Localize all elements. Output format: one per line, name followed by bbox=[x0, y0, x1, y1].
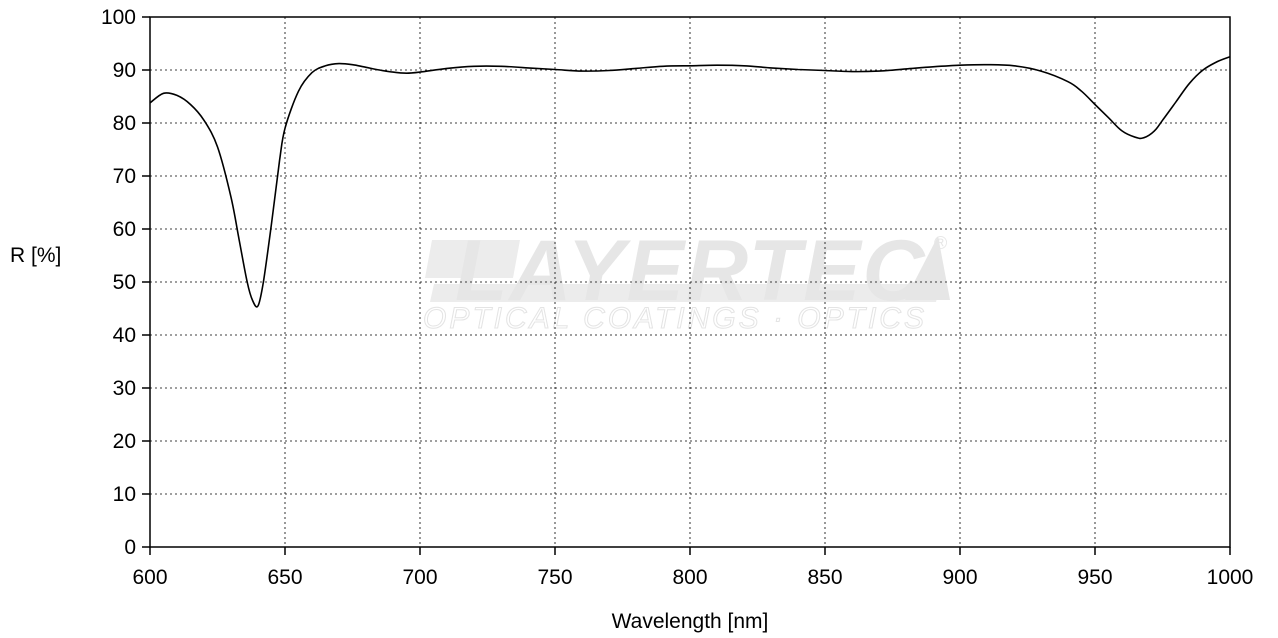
y-tick-label: 80 bbox=[113, 112, 136, 135]
watermark-triangle-logo bbox=[905, 236, 950, 300]
y-tick-label: 60 bbox=[113, 218, 136, 241]
y-axis-label: R [%] bbox=[10, 244, 61, 267]
watermark-stripe-2 bbox=[430, 284, 940, 302]
layertec-watermark: LAYERTEC ® OPTICAL COATINGS · OPTICS bbox=[423, 223, 950, 336]
x-tick-label: 950 bbox=[1077, 566, 1112, 589]
grid bbox=[150, 17, 1230, 547]
y-tick-label: 50 bbox=[113, 271, 136, 294]
y-tick-label: 30 bbox=[113, 377, 136, 400]
x-axis-label: Wavelength [nm] bbox=[612, 610, 769, 633]
y-tick-label: 90 bbox=[113, 59, 136, 82]
x-tick-labels: 600 650 700 750 800 850 900 950 1000 bbox=[132, 566, 1253, 589]
y-tick-label: 0 bbox=[124, 536, 136, 559]
y-tick-label: 100 bbox=[101, 6, 136, 29]
x-tick-label: 850 bbox=[807, 566, 842, 589]
x-tick-label: 700 bbox=[402, 566, 437, 589]
plot-frame bbox=[149, 16, 1231, 548]
y-tick-label: 70 bbox=[113, 165, 136, 188]
x-tick-label: 600 bbox=[132, 566, 167, 589]
y-tick-label: 10 bbox=[113, 483, 136, 506]
x-tick-label: 900 bbox=[942, 566, 977, 589]
y-tick-label: 20 bbox=[113, 430, 136, 453]
y-tick-labels: 0 10 20 30 40 50 60 70 80 90 100 bbox=[101, 6, 136, 559]
y-tick-label: 40 bbox=[113, 324, 136, 347]
x-tick-label: 750 bbox=[537, 566, 572, 589]
watermark-registered-mark: ® bbox=[934, 233, 947, 253]
x-tick-label: 800 bbox=[672, 566, 707, 589]
x-tick-label: 1000 bbox=[1207, 566, 1254, 589]
watermark-tagline: OPTICAL COATINGS · OPTICS bbox=[423, 302, 927, 335]
x-tick-label: 650 bbox=[267, 566, 302, 589]
reflectance-line bbox=[149, 56, 1231, 308]
watermark-stripe-1 bbox=[425, 240, 520, 278]
axis-ticks bbox=[142, 16, 1231, 555]
